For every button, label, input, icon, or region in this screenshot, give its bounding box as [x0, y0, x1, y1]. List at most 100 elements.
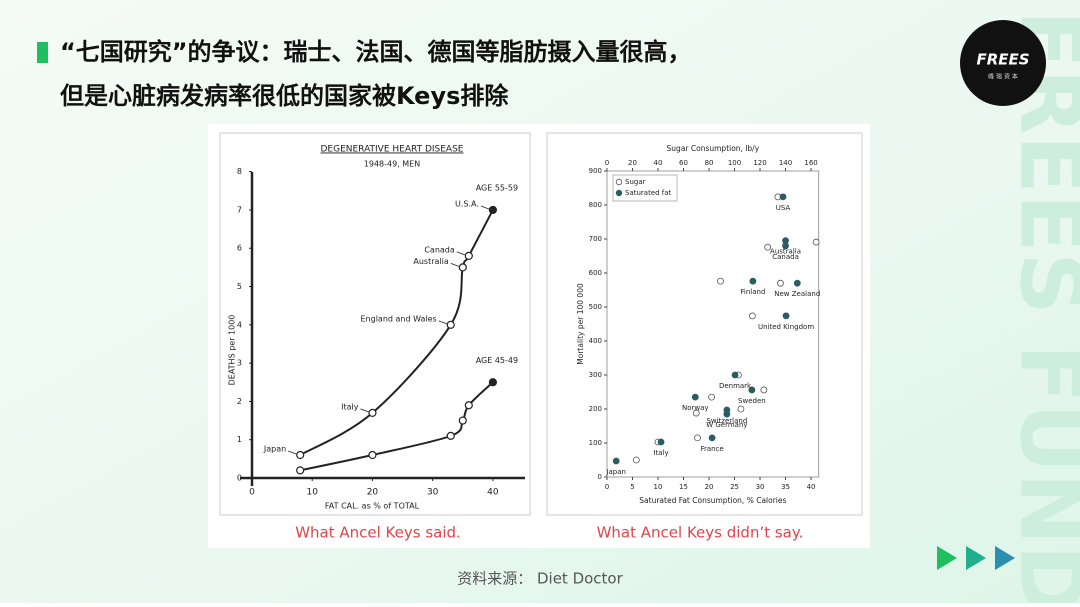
data-point	[691, 393, 699, 401]
x-tick-label: 20	[705, 483, 714, 491]
x2-tick-label: 100	[728, 159, 741, 167]
y-tick-label: 5	[237, 282, 242, 291]
data-point	[488, 378, 497, 387]
point-label: U.S.A.	[455, 199, 479, 208]
arrow-icon	[937, 546, 957, 570]
data-point	[708, 393, 715, 401]
point-label: Canada	[424, 245, 455, 254]
y-tick-label: 100	[589, 439, 602, 447]
x2-tick-label: 20	[628, 159, 637, 167]
legend-label: Saturated fat	[625, 189, 672, 197]
chart-frame	[546, 132, 863, 516]
y-tick-label: 800	[589, 201, 602, 209]
point-label: France	[700, 445, 723, 453]
y-tick-label: 300	[589, 371, 602, 379]
point-label: Japan	[263, 445, 286, 454]
pointer	[288, 450, 297, 455]
data-point	[737, 405, 745, 413]
x-tick-label: 10	[306, 488, 318, 498]
title-marker	[37, 42, 48, 63]
pointer	[450, 263, 459, 267]
arrow-icon	[966, 546, 986, 570]
data-point	[782, 312, 790, 320]
x-tick-label: 40	[487, 488, 499, 498]
data-point	[779, 193, 787, 201]
y-tick-label: 8	[237, 167, 242, 176]
arrow-icon	[995, 546, 1015, 570]
x-tick-label: 35	[781, 483, 790, 491]
point-label: USA	[776, 204, 791, 212]
y-tick-label: 6	[237, 244, 242, 253]
watermark: FREES FUND	[1001, 10, 1080, 603]
pointer	[438, 320, 447, 325]
series-label: AGE 45-49	[476, 356, 518, 365]
point-label: United Kingdom	[758, 323, 814, 331]
x-tick-label: 20	[367, 488, 379, 498]
x-axis-label: FAT CAL. as % of TOTAL	[325, 502, 420, 511]
point-label: W Germany	[706, 421, 747, 429]
legend-marker	[615, 189, 623, 197]
x-tick-label: 30	[427, 488, 439, 498]
y-tick-label: 600	[589, 269, 602, 277]
point-label: Sweden	[738, 397, 766, 405]
caption: What Ancel Keys didn’t say.	[597, 524, 804, 542]
data-point	[723, 410, 731, 418]
chart-title: DEGENERATIVE HEART DISEASE	[320, 145, 463, 155]
logo-name: FREES	[976, 51, 1029, 69]
data-point	[692, 409, 700, 417]
pointer	[480, 205, 490, 210]
data-point	[458, 416, 467, 425]
data-point	[657, 438, 665, 446]
x2-tick-label: 140	[779, 159, 792, 167]
pointer	[456, 251, 465, 256]
data-point	[368, 408, 377, 418]
y-tick-label: 500	[589, 303, 602, 311]
legend-label: Sugar	[625, 178, 646, 186]
series-label: AGE 55-59	[476, 183, 518, 192]
pointer	[360, 408, 369, 413]
point-label: Canada	[772, 253, 799, 261]
data-point	[777, 279, 784, 287]
point-label: England and Wales	[360, 314, 436, 323]
data-point	[368, 450, 377, 460]
point-label: Denmark	[719, 382, 752, 390]
legend-box	[612, 174, 678, 202]
x-axis-label: Saturated Fat Consumption, % Calories	[639, 496, 786, 505]
y-tick-label: 200	[589, 405, 602, 413]
x-tick-label: 10	[654, 483, 663, 491]
x-tick-label: 15	[679, 483, 688, 491]
y-axis-label: Mortality per 100 000	[576, 283, 585, 365]
y-tick-label: 1	[237, 435, 242, 444]
data-point	[296, 450, 305, 460]
y-tick-label: 7	[237, 205, 242, 214]
y-tick-label: 3	[237, 359, 242, 368]
point-label: Norway	[682, 404, 709, 412]
y-tick-label: 400	[589, 337, 602, 345]
data-point	[764, 243, 772, 251]
data-point	[782, 242, 789, 250]
data-point	[694, 434, 701, 442]
point-label: Italy	[653, 449, 668, 457]
y-tick-label: 700	[589, 235, 602, 243]
legend-marker	[615, 178, 623, 186]
point-label: Japan	[605, 468, 626, 476]
data-point	[717, 277, 724, 285]
data-point	[446, 320, 455, 329]
plot-frame	[606, 170, 820, 478]
data-point	[296, 466, 305, 475]
x2-tick-label: 0	[605, 159, 609, 167]
title-line: 但是心脏病发病率很低的国家被Keys排除	[60, 82, 509, 110]
logo	[960, 20, 1046, 106]
y-tick-label: 2	[237, 397, 242, 406]
data-point	[464, 251, 473, 261]
x-tick-label: 0	[249, 488, 255, 498]
source: 资料来源： Diet Doctor	[457, 570, 623, 588]
chart-subtitle: 1948-49, MEN	[364, 160, 420, 169]
x-tick-label: 25	[730, 483, 739, 491]
x-tick-label: 5	[630, 483, 634, 491]
caption: What Ancel Keys said.	[295, 524, 461, 542]
point-label: Australia	[413, 257, 448, 266]
y-tick-label: 4	[237, 320, 242, 329]
